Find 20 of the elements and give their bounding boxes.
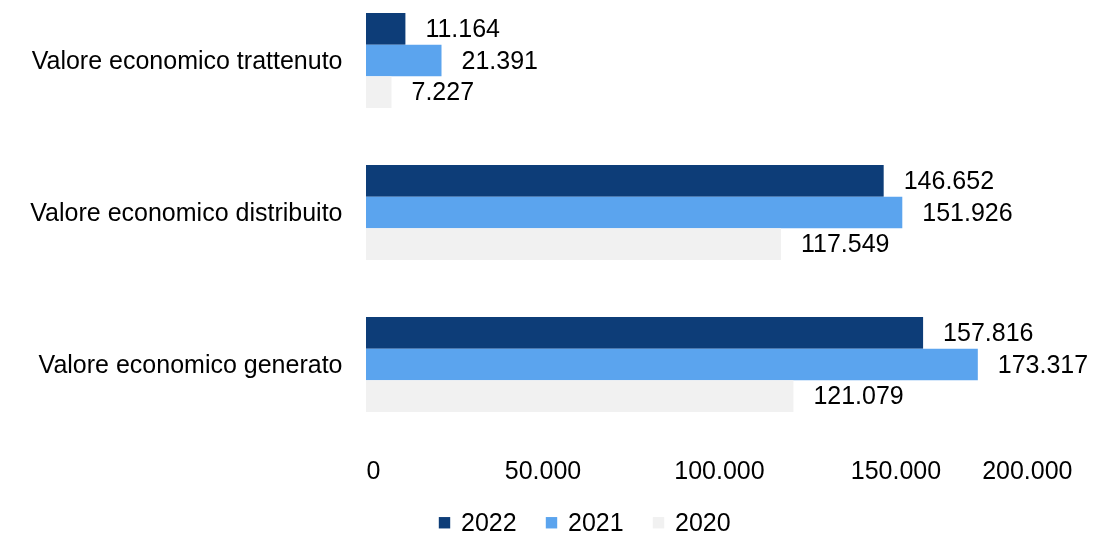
legend-label: 2022 bbox=[461, 507, 517, 535]
data-label: 146.652 bbox=[903, 165, 995, 194]
x-tick-label: 50.000 bbox=[504, 455, 582, 484]
data-label: 11.164 bbox=[425, 13, 501, 42]
data-label: 173.317 bbox=[997, 349, 1089, 378]
x-tick-label: 100.000 bbox=[674, 455, 765, 484]
data-label: 157.816 bbox=[943, 317, 1034, 346]
y-tick-label: Valore economico distribuito bbox=[30, 197, 343, 226]
data-label: 21.391 bbox=[461, 45, 538, 74]
data-label: 117.549 bbox=[800, 229, 890, 258]
x-tick-label: 200.000 bbox=[982, 455, 1073, 484]
legend-label: 2020 bbox=[675, 507, 731, 535]
y-tick-label: Valore economico generato bbox=[38, 349, 343, 378]
data-label: 121.079 bbox=[813, 381, 904, 410]
x-tick-label: 150.000 bbox=[850, 455, 942, 484]
x-tick-label: 0 bbox=[366, 455, 381, 484]
data-label: 7.227 bbox=[411, 77, 475, 106]
y-tick-label: Valore economico trattenuto bbox=[31, 45, 343, 74]
legend-label: 2021 bbox=[568, 507, 624, 535]
data-label: 151.926 bbox=[922, 197, 1013, 226]
